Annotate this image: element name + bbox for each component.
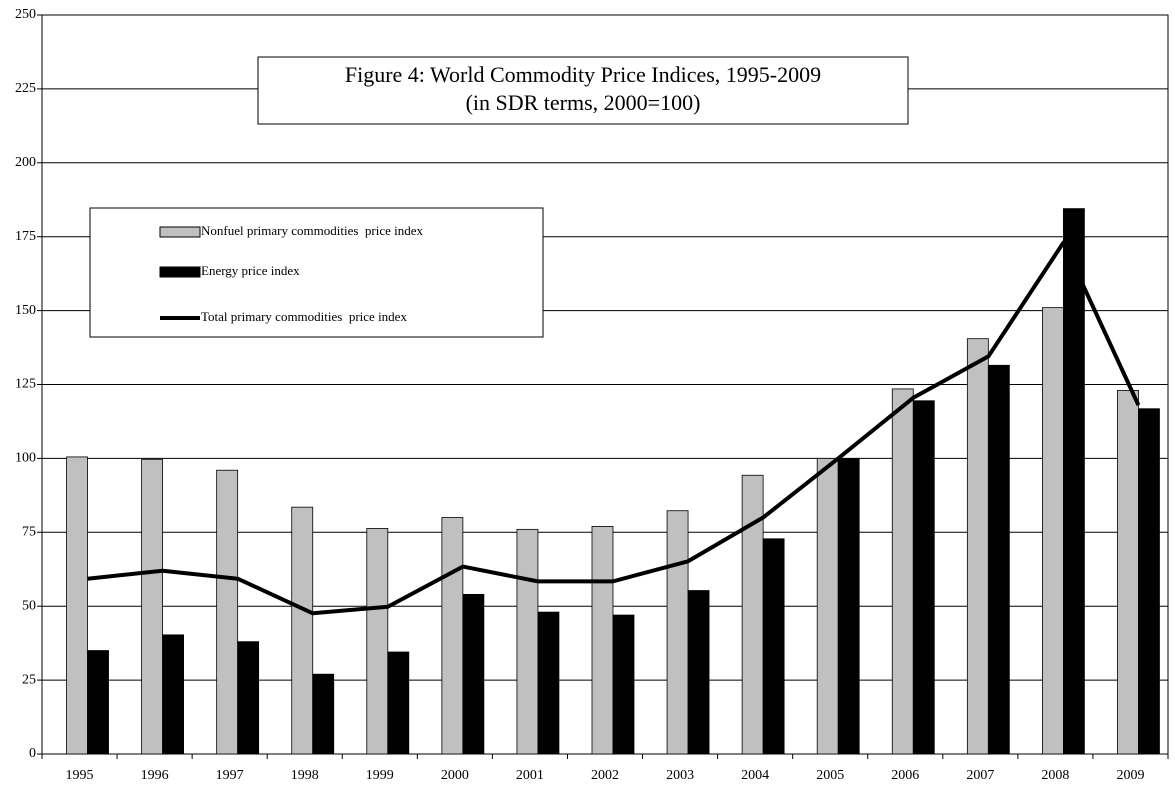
y-tick-label: 125	[15, 377, 36, 392]
bar	[591, 525, 614, 755]
x-tick-label: 2005	[816, 768, 844, 783]
bar	[837, 457, 860, 755]
legend-swatch	[159, 266, 201, 278]
y-tick-label: 250	[15, 7, 36, 22]
bar	[462, 593, 485, 755]
y-tick-label: 200	[15, 155, 36, 170]
bar	[612, 614, 635, 755]
y-tick-label: 150	[15, 303, 36, 318]
x-tick-label: 2006	[891, 768, 919, 783]
chart-title: Figure 4: World Commodity Price Indices,…	[345, 62, 821, 87]
x-tick-label: 1996	[141, 768, 169, 783]
bar	[1063, 208, 1085, 755]
legend-label: Energy price index	[201, 263, 300, 278]
x-tick-label: 2007	[966, 768, 994, 783]
bar	[216, 469, 239, 755]
x-tick-label: 2003	[666, 768, 694, 783]
bar	[162, 634, 185, 755]
x-tick-label: 2000	[441, 768, 469, 783]
chart-subtitle: (in SDR terms, 2000=100)	[466, 90, 701, 115]
legend-swatch	[159, 226, 201, 238]
bar	[87, 650, 109, 755]
bar	[666, 510, 689, 755]
bar	[387, 651, 410, 755]
x-tick-label: 2009	[1116, 768, 1144, 783]
y-tick-label: 50	[22, 598, 36, 613]
bar	[987, 364, 1010, 755]
y-tick-label: 25	[22, 672, 36, 687]
bar	[537, 611, 560, 755]
bar	[1117, 390, 1139, 755]
y-tick-label: 225	[15, 81, 36, 96]
x-tick-label: 1998	[291, 768, 319, 783]
bar	[366, 528, 389, 755]
legend-label: Total primary commodities price index	[201, 309, 407, 324]
y-tick-label: 0	[29, 746, 36, 761]
bar	[1138, 408, 1160, 755]
bar	[516, 528, 539, 755]
bar	[966, 338, 989, 755]
overlay: Figure 4: World Commodity Price Indices,…	[89, 56, 909, 338]
x-tick-label: 2004	[741, 768, 769, 783]
bar	[66, 456, 88, 755]
bar	[762, 538, 785, 755]
bar	[441, 517, 464, 755]
x-tick-label: 1999	[366, 768, 394, 783]
legend-label: Nonfuel primary commodities price index	[201, 223, 424, 238]
line	[87, 240, 1141, 616]
bar	[237, 641, 260, 755]
bar	[687, 590, 710, 755]
x-tick-label: 1997	[216, 768, 244, 783]
bar	[891, 388, 914, 755]
x-tick-label: 2002	[591, 768, 619, 783]
bar	[291, 506, 314, 755]
x-tick-label: 1995	[66, 768, 94, 783]
y-tick-label: 100	[15, 451, 36, 466]
x-tick-label: 2008	[1041, 768, 1069, 783]
bar	[912, 400, 935, 755]
title-box	[257, 56, 909, 125]
bar	[1042, 307, 1064, 755]
y-tick-label: 175	[15, 229, 36, 244]
plot-area: 0 25 50 75 100 125 150 175 200 225 250 1995 1996 1997…	[15, 7, 1169, 783]
bar	[141, 458, 164, 755]
y-tick-label: 75	[22, 525, 36, 540]
x-tick-label: 2001	[516, 768, 544, 783]
bar	[312, 673, 335, 755]
bar	[816, 457, 839, 755]
